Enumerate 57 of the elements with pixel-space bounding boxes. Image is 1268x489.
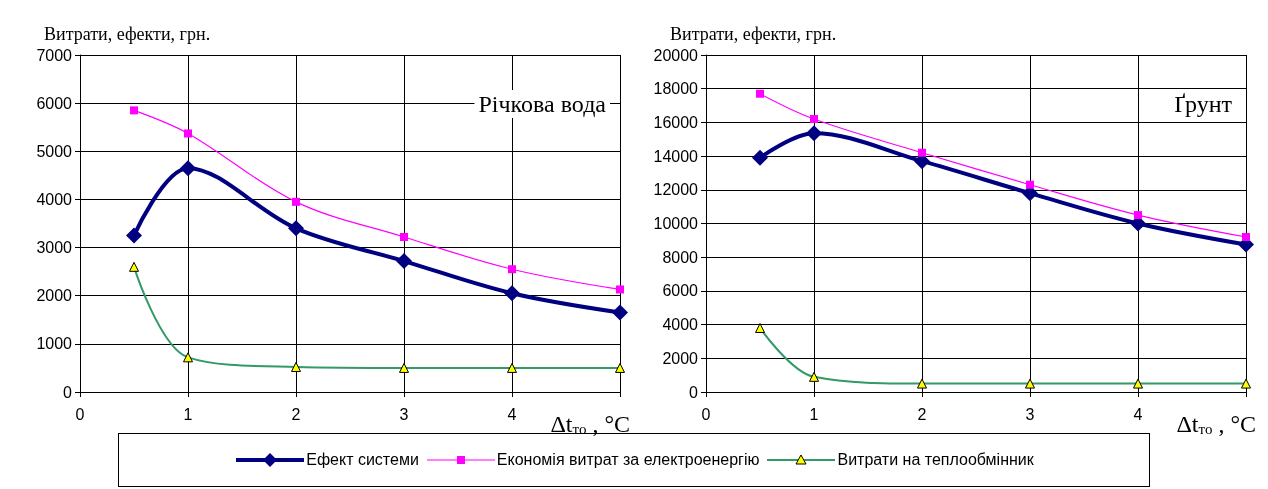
y-tick-label: 10000 bbox=[653, 215, 699, 232]
point bbox=[810, 115, 818, 124]
y-axis-title: Витрати, ефекти, грн. bbox=[44, 24, 211, 44]
point bbox=[508, 265, 516, 274]
y-tick-label: 2000 bbox=[36, 287, 73, 305]
y-tick-label: 16000 bbox=[653, 113, 699, 131]
point bbox=[612, 304, 628, 321]
y-tick-label: 8000 bbox=[662, 248, 699, 266]
x-tick-label: 2 bbox=[291, 405, 301, 423]
y-axis-title: Витрати, ефекти, грн. bbox=[670, 24, 837, 44]
y-tick-label: 3000 bbox=[36, 239, 73, 257]
point bbox=[1242, 232, 1250, 241]
point bbox=[184, 129, 192, 138]
x-tick-label: 4 bbox=[507, 405, 517, 423]
point bbox=[752, 149, 768, 166]
x-tick-label: 1 bbox=[183, 405, 193, 423]
y-tick-label: 0 bbox=[63, 383, 73, 401]
y-tick-label: 20000 bbox=[653, 46, 699, 64]
x-tick-label: 2 bbox=[917, 405, 927, 423]
point bbox=[126, 227, 142, 244]
point bbox=[1134, 211, 1142, 220]
y-tick-label: 4000 bbox=[36, 190, 73, 208]
y-tick-label: 1000 bbox=[36, 335, 73, 353]
y-tick-label: 12000 bbox=[653, 181, 699, 199]
x-tick-label: 3 bbox=[1025, 405, 1035, 423]
point bbox=[130, 106, 138, 115]
y-tick-label: 6000 bbox=[36, 94, 73, 112]
y-tick-label: 2000 bbox=[662, 349, 699, 367]
annotation: Річкова вода bbox=[478, 91, 607, 117]
x-tick-label: 4 bbox=[1133, 405, 1143, 423]
point bbox=[400, 232, 408, 241]
legend-label: Економія витрат за електроенергію bbox=[496, 451, 760, 469]
x-tick-label: 3 bbox=[399, 405, 409, 423]
point bbox=[292, 197, 300, 206]
point bbox=[756, 89, 764, 98]
legend-label: Витрати на теплообмінник bbox=[837, 451, 1034, 469]
point bbox=[504, 285, 520, 302]
y-tick-label: 5000 bbox=[36, 142, 73, 160]
y-tick-label: 4000 bbox=[662, 316, 699, 334]
point bbox=[288, 220, 304, 237]
y-tick-label: 0 bbox=[689, 383, 699, 401]
point bbox=[918, 148, 926, 157]
point bbox=[180, 160, 196, 177]
point bbox=[396, 253, 412, 270]
y-tick-label: 7000 bbox=[36, 46, 73, 64]
annotation: Ґрунт bbox=[1174, 91, 1233, 117]
x-axis-title: Δtто , °C bbox=[1176, 411, 1256, 437]
x-tick-label: 0 bbox=[75, 405, 85, 423]
point bbox=[616, 285, 624, 294]
x-tick-label: 0 bbox=[701, 405, 711, 423]
x-tick-label: 1 bbox=[809, 405, 819, 423]
point bbox=[806, 125, 822, 142]
y-tick-label: 14000 bbox=[653, 147, 699, 165]
y-tick-label: 18000 bbox=[653, 80, 699, 98]
y-tick-label: 6000 bbox=[662, 282, 699, 300]
legend-label: Ефект системи bbox=[306, 451, 419, 469]
point bbox=[1026, 180, 1034, 189]
